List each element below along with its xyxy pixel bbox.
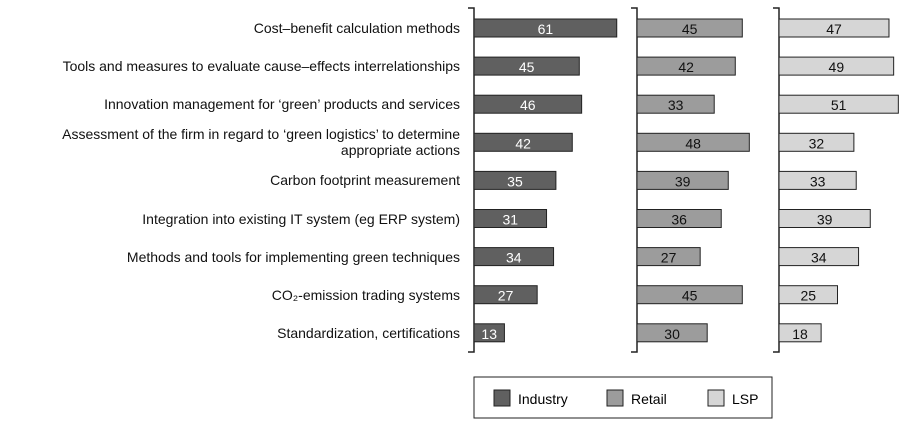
value-label: 27 xyxy=(661,250,677,266)
bar xyxy=(636,323,708,343)
category-label: Integration into existing IT system (eg … xyxy=(142,210,460,227)
value-label: 49 xyxy=(829,59,845,75)
value-label: 34 xyxy=(506,250,522,266)
bar xyxy=(473,323,505,343)
bar xyxy=(636,170,729,190)
value-label: 32 xyxy=(809,135,825,151)
value-label: 47 xyxy=(826,21,842,37)
bar xyxy=(778,56,895,76)
value-label: 42 xyxy=(678,59,694,75)
bar xyxy=(636,285,743,305)
legend-swatch xyxy=(493,389,511,407)
category-label: CO₂-emission trading systems xyxy=(271,286,460,303)
bar xyxy=(473,170,557,190)
value-label: 45 xyxy=(519,59,535,75)
value-label: 46 xyxy=(520,97,536,113)
legend-swatch xyxy=(606,389,624,407)
value-label: 18 xyxy=(792,326,808,342)
value-label: 36 xyxy=(671,212,687,228)
bar xyxy=(778,247,860,267)
bar xyxy=(636,94,715,114)
category-label: Innovation management for ‘green’ produc… xyxy=(104,96,460,113)
bar xyxy=(636,209,722,228)
bar xyxy=(473,94,583,114)
bar xyxy=(778,285,838,305)
category-label: Tools and measures to evaluate cause–eff… xyxy=(62,58,460,75)
panel-axis xyxy=(468,7,475,353)
bar xyxy=(473,285,538,305)
bar xyxy=(636,56,736,76)
category-label: Assessment of the firm in regard to ‘gre… xyxy=(62,126,460,159)
value-label: 48 xyxy=(685,135,701,151)
bar xyxy=(636,132,750,152)
bar xyxy=(778,94,899,114)
category-label: Standardization, certifications xyxy=(277,324,460,341)
panel-axis xyxy=(773,7,780,353)
bar xyxy=(473,247,555,267)
bar xyxy=(778,18,890,38)
bar xyxy=(778,323,822,343)
value-label: 30 xyxy=(664,326,680,342)
value-label: 45 xyxy=(682,21,698,37)
value-label: 25 xyxy=(800,288,816,304)
value-label: 42 xyxy=(515,135,531,151)
category-label: Methods and tools for implementing green… xyxy=(126,248,460,265)
panel-axis xyxy=(631,7,638,353)
value-label: 13 xyxy=(481,326,497,342)
bar xyxy=(778,209,871,228)
category-label: Carbon footprint measurement xyxy=(270,172,460,189)
value-label: 27 xyxy=(498,288,514,304)
value-label: 45 xyxy=(682,288,698,304)
value-label: 39 xyxy=(675,173,691,189)
legend-label: Industry xyxy=(518,391,568,407)
legend-label: Retail xyxy=(631,391,667,407)
legend-swatch xyxy=(707,389,725,407)
bar xyxy=(473,209,548,228)
bar xyxy=(778,170,857,190)
value-label: 31 xyxy=(502,212,518,228)
bar xyxy=(473,132,573,152)
value-label: 34 xyxy=(811,250,827,266)
bar xyxy=(473,18,618,38)
value-label: 61 xyxy=(538,21,554,37)
value-label: 39 xyxy=(817,212,833,228)
bar xyxy=(473,56,580,76)
value-label: 33 xyxy=(810,173,826,189)
value-label: 35 xyxy=(507,173,523,189)
value-label: 51 xyxy=(831,97,847,113)
value-label: 33 xyxy=(668,97,684,113)
bar xyxy=(778,132,855,152)
category-label: Cost–benefit calculation methods xyxy=(253,20,460,36)
bar xyxy=(636,18,743,38)
bar xyxy=(636,247,701,267)
legend-label: LSP xyxy=(732,391,758,407)
